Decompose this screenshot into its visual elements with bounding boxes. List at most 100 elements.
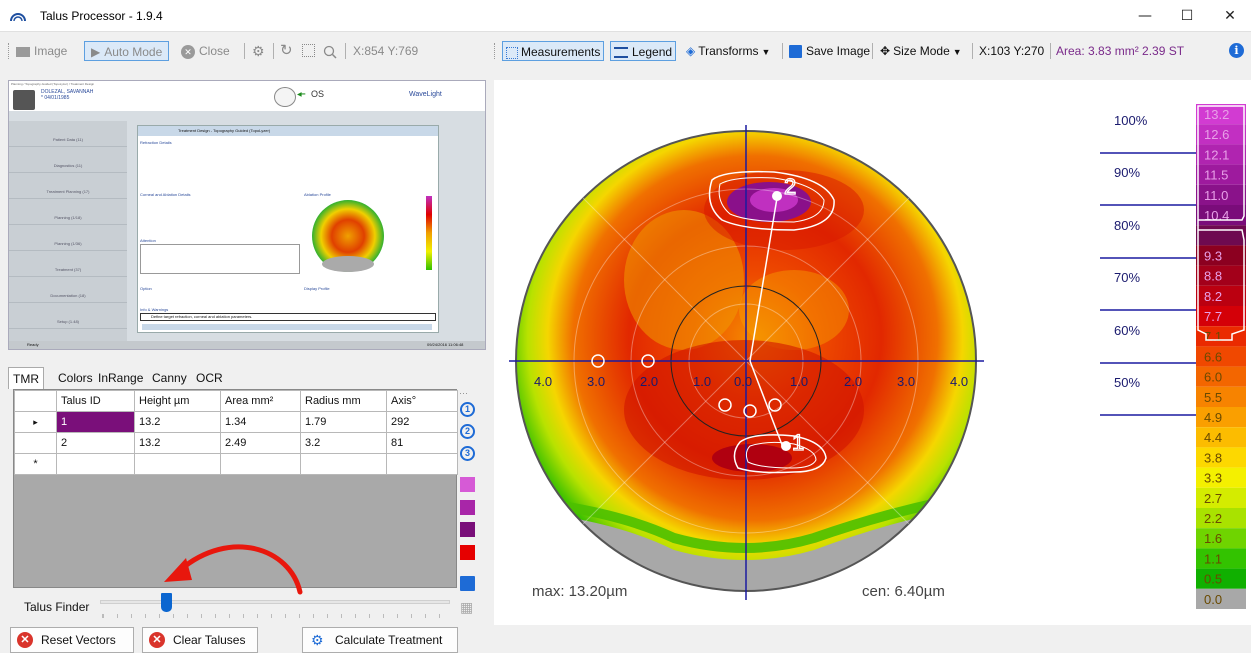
cell-area[interactable]: 2.49 bbox=[220, 432, 301, 454]
talus-1-contour[interactable] bbox=[733, 434, 827, 474]
color-scale-label: 13.2 bbox=[1204, 107, 1229, 122]
image-button[interactable]: Image bbox=[16, 41, 67, 61]
image-icon bbox=[16, 46, 30, 57]
move-arrows-icon: ✥ bbox=[880, 44, 891, 58]
tab-ocr[interactable]: OCR bbox=[196, 371, 223, 385]
cell-empty[interactable] bbox=[300, 453, 387, 475]
talus-1-handle[interactable] bbox=[781, 441, 791, 451]
refresh-icon[interactable]: ↻ bbox=[280, 42, 293, 59]
cell-height[interactable]: 13.2 bbox=[134, 411, 221, 433]
table-header-row: Talus ID Height µm Area mm² Radius mm Ax… bbox=[14, 390, 458, 412]
color-swatch-magenta[interactable] bbox=[460, 500, 475, 515]
area-readout: Area: 3.83 mm² 2.39 ST bbox=[1056, 44, 1185, 58]
column-header-height[interactable]: Height µm bbox=[134, 390, 221, 412]
column-header-talus-id[interactable]: Talus ID bbox=[56, 390, 135, 412]
close-image-button[interactable]: ✕ Close bbox=[181, 41, 230, 61]
legend-toggle[interactable]: Legend bbox=[610, 41, 677, 61]
cell-empty[interactable] bbox=[134, 453, 221, 475]
axis-tick-label: 4.0 bbox=[950, 374, 968, 389]
save-image-button[interactable]: Save Image bbox=[789, 41, 870, 61]
marker-points[interactable] bbox=[591, 354, 782, 418]
tab-tmr[interactable]: TMR bbox=[8, 367, 44, 389]
tab-canny[interactable]: Canny bbox=[152, 371, 187, 385]
column-header-area[interactable]: Area mm² bbox=[220, 390, 301, 412]
talus-2-handle[interactable] bbox=[772, 191, 782, 201]
maximize-button[interactable]: ☐ bbox=[1180, 8, 1194, 24]
preview-nav-item: Documentation (18) bbox=[9, 277, 127, 303]
color-scale-label: 1.1 bbox=[1204, 551, 1222, 566]
color-scale-label: 1.6 bbox=[1204, 531, 1222, 546]
cell-radius[interactable]: 3.2 bbox=[300, 432, 387, 454]
measurements-toggle[interactable]: Measurements bbox=[502, 41, 605, 61]
selection-icon[interactable] bbox=[302, 44, 315, 57]
talus-2-contour[interactable] bbox=[708, 170, 835, 231]
auto-mode-button[interactable]: ▶ Auto Mode bbox=[84, 41, 170, 61]
clear-taluses-label: Clear Taluses bbox=[173, 633, 246, 647]
close-window-button[interactable]: ✕ bbox=[1224, 8, 1236, 24]
row-selector[interactable]: * bbox=[14, 453, 57, 475]
measurements-icon bbox=[506, 46, 518, 59]
table-new-row[interactable]: * bbox=[14, 453, 458, 475]
save-disk-icon[interactable] bbox=[460, 576, 475, 591]
clear-taluses-button[interactable]: ✕ Clear Taluses bbox=[142, 627, 258, 653]
settings-gears-icon[interactable]: ⚙ bbox=[252, 43, 265, 59]
axis-tick-label: 3.0 bbox=[897, 374, 915, 389]
preview-header: Planning / Topography-Guided (TopoLyzer)… bbox=[9, 81, 485, 111]
minimize-button[interactable]: — bbox=[1138, 8, 1152, 24]
image-button-label: Image bbox=[34, 44, 68, 58]
transforms-dropdown[interactable]: ◈ Transforms ▼ bbox=[686, 41, 770, 61]
tab-inrange[interactable]: InRange bbox=[98, 371, 144, 385]
table-row[interactable]: ▸ 1 13.2 1.34 1.79 292 bbox=[14, 411, 458, 433]
talus-finder-track[interactable] bbox=[100, 600, 450, 604]
talus-grid[interactable]: Talus ID Height µm Area mm² Radius mm Ax… bbox=[13, 389, 458, 588]
cell-empty[interactable] bbox=[56, 453, 135, 475]
color-swatch-purple[interactable] bbox=[460, 522, 475, 537]
grid-icon[interactable]: ▦ bbox=[460, 599, 474, 615]
tab-colors[interactable]: Colors bbox=[58, 371, 93, 385]
preview-color-bar bbox=[426, 196, 432, 270]
cell-talus-id[interactable]: 1 bbox=[56, 411, 135, 433]
cell-empty[interactable] bbox=[220, 453, 301, 475]
cell-radius[interactable]: 1.79 bbox=[300, 411, 387, 433]
reset-vectors-button[interactable]: ✕ Reset Vectors bbox=[10, 627, 134, 653]
title-bar: Talus Processor - 1.9.4 — ☐ ✕ bbox=[0, 0, 1251, 32]
cell-axis[interactable]: 81 bbox=[386, 432, 458, 454]
talus-finder-thumb[interactable] bbox=[161, 593, 172, 612]
table-row[interactable]: 2 13.2 2.49 3.2 81 bbox=[14, 432, 458, 454]
axis-tick-label: 3.0 bbox=[587, 374, 605, 389]
zoom-icon[interactable] bbox=[323, 41, 337, 61]
size-mode-dropdown[interactable]: ✥ Size Mode ▼ bbox=[880, 41, 962, 61]
row-selector[interactable]: ▸ bbox=[14, 411, 57, 433]
talus-table: Talus ID Height µm Area mm² Radius mm Ax… bbox=[14, 390, 458, 475]
column-header-axis[interactable]: Axis° bbox=[386, 390, 458, 412]
cell-height[interactable]: 13.2 bbox=[134, 432, 221, 454]
info-icon[interactable]: i bbox=[1229, 43, 1244, 58]
toolbar-grip bbox=[494, 43, 497, 59]
cell-axis[interactable]: 292 bbox=[386, 411, 458, 433]
percent-mark-label: 100% bbox=[1114, 113, 1148, 128]
talus-2-label: 2 bbox=[784, 174, 796, 199]
color-swatch-red[interactable] bbox=[460, 545, 475, 560]
color-scale-label: 0.5 bbox=[1204, 572, 1222, 587]
cell-empty[interactable] bbox=[386, 453, 458, 475]
source-image-preview[interactable]: Planning / Topography-Guided (TopoLyzer)… bbox=[8, 80, 486, 350]
ablation-map[interactable]: 4.0 3.0 2.0 1.0 0.0 1.0 2.0 3.0 4.0 2 1 … bbox=[494, 80, 1251, 625]
talus-2-button[interactable]: 2 bbox=[460, 424, 475, 439]
patient-name: DOLEZAL, SAVANNAH bbox=[41, 89, 94, 95]
ablation-profile-thumbnail bbox=[312, 200, 384, 272]
color-swatch-light-magenta[interactable] bbox=[460, 477, 475, 492]
cell-area[interactable]: 1.34 bbox=[220, 411, 301, 433]
column-header-radius[interactable]: Radius mm bbox=[300, 390, 387, 412]
talus-3-button[interactable]: 3 bbox=[460, 446, 475, 461]
refraction-section: Refraction Details bbox=[140, 140, 172, 145]
talus-1-button[interactable]: 1 bbox=[460, 402, 475, 417]
color-scale-label: 12.1 bbox=[1204, 147, 1229, 162]
row-selector[interactable] bbox=[14, 432, 57, 454]
calculate-treatment-button[interactable]: ⚙ Calculate Treatment bbox=[302, 627, 458, 653]
ablation-map-panel[interactable]: 4.0 3.0 2.0 1.0 0.0 1.0 2.0 3.0 4.0 2 1 … bbox=[494, 80, 1251, 625]
preview-status-right: 09/24/2016 11:06:48 bbox=[427, 342, 464, 347]
toolbar-separator bbox=[273, 43, 274, 59]
cell-talus-id[interactable]: 2 bbox=[56, 432, 135, 454]
map-coordinates: X:103 Y:270 bbox=[979, 44, 1045, 58]
color-scale-label: 11.5 bbox=[1204, 168, 1228, 183]
